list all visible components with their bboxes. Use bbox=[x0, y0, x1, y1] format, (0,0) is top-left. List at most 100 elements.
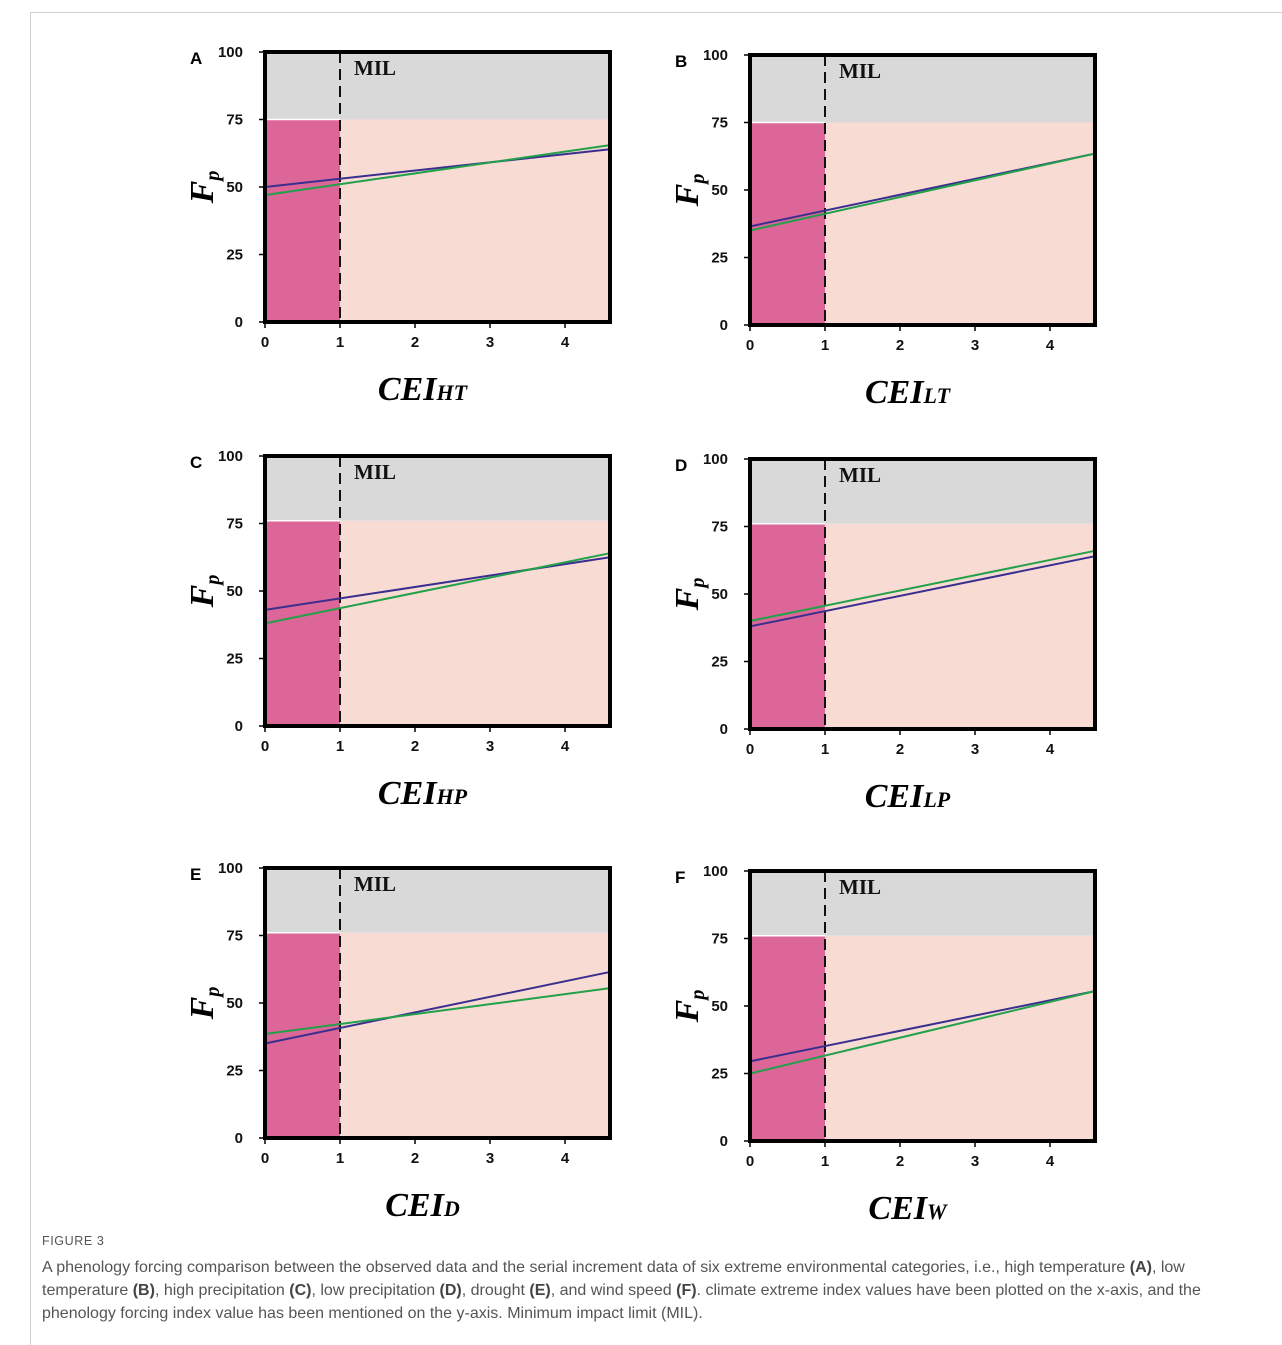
y-tick-label: 100 bbox=[703, 863, 728, 880]
caption-panel-ref: (B) bbox=[132, 1282, 155, 1299]
y-tick-label: 25 bbox=[226, 247, 243, 264]
panel-letter: F bbox=[675, 868, 685, 887]
chart-panel-a: A MIL 0 25 50 75 100 0 1 2 3 4 Fp CEIHT bbox=[180, 40, 760, 440]
x-tick-label: 0 bbox=[746, 741, 754, 758]
caption-panel-ref: (D) bbox=[439, 1282, 462, 1299]
y-tick-label: 50 bbox=[711, 998, 728, 1015]
caption-panel-ref: (F) bbox=[676, 1282, 697, 1299]
y-tick-label: 100 bbox=[703, 47, 728, 64]
y-tick-label: 25 bbox=[711, 250, 728, 267]
x-tick-label: 2 bbox=[896, 1153, 904, 1170]
chart-panel-b: B MIL 0 25 50 75 100 0 1 2 3 4 Fp CEILT bbox=[665, 43, 1245, 443]
x-tick-label: 3 bbox=[971, 337, 979, 354]
x-tick-label: 4 bbox=[1046, 1153, 1055, 1170]
impact-region bbox=[340, 520, 610, 726]
x-tick-label: 1 bbox=[336, 334, 344, 351]
above-impact-region bbox=[265, 456, 610, 521]
series-line-1 bbox=[264, 144, 611, 197]
x-tick-label: 3 bbox=[486, 1150, 494, 1167]
x-axis-label: CEILP bbox=[865, 778, 951, 815]
y-tick-label: 0 bbox=[720, 317, 728, 334]
y-axis-label-sub: p bbox=[202, 987, 224, 999]
x-tick-label: 3 bbox=[971, 741, 979, 758]
x-tick-label: 2 bbox=[411, 1150, 419, 1167]
below-mil-region bbox=[265, 520, 340, 726]
caption-panel-ref: (A) bbox=[1129, 1259, 1152, 1276]
chart-panel-d: D MIL 0 25 50 75 100 0 1 2 3 4 Fp CEILP bbox=[665, 447, 1245, 847]
chart-svg: F MIL 0 25 50 75 100 0 1 2 3 4 Fp CEIW bbox=[669, 863, 1097, 1227]
x-axis-label-sub: LT bbox=[923, 383, 952, 408]
above-impact-region bbox=[750, 55, 1095, 123]
y-tick-label: 0 bbox=[235, 1130, 243, 1147]
series-line-1 bbox=[264, 552, 611, 625]
x-tick-label: 3 bbox=[971, 1153, 979, 1170]
x-axis-label: CEIHT bbox=[378, 371, 469, 408]
x-tick-label: 2 bbox=[411, 334, 419, 351]
series-line-0 bbox=[264, 556, 611, 611]
caption-panel-ref: (E) bbox=[529, 1282, 551, 1299]
y-tick-label: 0 bbox=[720, 721, 728, 738]
y-axis-label: Fp bbox=[669, 174, 709, 208]
mil-label: MIL bbox=[354, 56, 396, 80]
below-mil-region bbox=[750, 935, 825, 1141]
y-axis-label: Fp bbox=[669, 990, 709, 1024]
x-axis-label-sub: D bbox=[443, 1196, 460, 1221]
y-axis-label: Fp bbox=[669, 578, 709, 612]
chart-panel-e: E MIL 0 25 50 75 100 0 1 2 3 4 Fp CEID bbox=[180, 856, 760, 1256]
panel-letter: D bbox=[675, 456, 687, 475]
chart-panel-c: C MIL 0 25 50 75 100 0 1 2 3 4 Fp CEIHP bbox=[180, 444, 760, 844]
below-mil-region bbox=[750, 523, 825, 729]
x-tick-label: 4 bbox=[561, 738, 570, 755]
y-tick-label: 50 bbox=[226, 995, 243, 1012]
y-tick-label: 50 bbox=[711, 182, 728, 199]
x-tick-label: 3 bbox=[486, 738, 494, 755]
y-tick-label: 0 bbox=[235, 718, 243, 735]
y-axis-label: Fp bbox=[184, 171, 224, 205]
mil-label: MIL bbox=[354, 872, 396, 896]
y-axis-label-sub: p bbox=[687, 578, 709, 590]
chart-svg: E MIL 0 25 50 75 100 0 1 2 3 4 Fp CEID bbox=[184, 860, 612, 1224]
y-tick-label: 75 bbox=[711, 519, 728, 536]
top-rule bbox=[30, 12, 1282, 13]
y-tick-label: 100 bbox=[218, 44, 243, 61]
chart-panel-f: F MIL 0 25 50 75 100 0 1 2 3 4 Fp CEIW bbox=[665, 859, 1245, 1259]
x-tick-label: 4 bbox=[561, 1150, 570, 1167]
caption-fragment: , low precipitation bbox=[311, 1282, 440, 1299]
chart-svg: D MIL 0 25 50 75 100 0 1 2 3 4 Fp CEILP bbox=[669, 451, 1097, 815]
x-tick-label: 4 bbox=[1046, 741, 1055, 758]
caption-fragment: A phenology forcing comparison between t… bbox=[42, 1259, 1130, 1276]
y-tick-label: 25 bbox=[711, 1066, 728, 1083]
series-line-0 bbox=[264, 148, 611, 188]
x-tick-label: 2 bbox=[411, 738, 419, 755]
x-axis-label-main: CEI bbox=[868, 1190, 928, 1227]
caption-fragment: , drought bbox=[461, 1282, 530, 1299]
x-axis-label-main: CEI bbox=[865, 374, 925, 411]
x-tick-label: 1 bbox=[821, 741, 829, 758]
y-tick-label: 75 bbox=[226, 112, 243, 129]
x-tick-label: 0 bbox=[261, 334, 269, 351]
x-tick-label: 0 bbox=[746, 1153, 754, 1170]
caption-fragment: , low temperature bbox=[42, 1259, 1185, 1299]
x-tick-label: 4 bbox=[1046, 337, 1055, 354]
y-axis-label-main: F bbox=[669, 183, 706, 207]
chart-svg: B MIL 0 25 50 75 100 0 1 2 3 4 Fp CEILT bbox=[669, 47, 1097, 411]
y-tick-label: 100 bbox=[703, 451, 728, 468]
y-tick-label: 75 bbox=[226, 928, 243, 945]
mil-label: MIL bbox=[839, 463, 881, 487]
x-tick-label: 2 bbox=[896, 337, 904, 354]
impact-region bbox=[825, 122, 1095, 325]
x-axis-label-sub: HP bbox=[436, 784, 468, 809]
mil-label: MIL bbox=[839, 59, 881, 83]
y-tick-label: 25 bbox=[226, 1063, 243, 1080]
y-tick-label: 75 bbox=[711, 115, 728, 132]
y-tick-label: 25 bbox=[226, 651, 243, 668]
series-line-1 bbox=[749, 549, 1096, 622]
y-axis-label-sub: p bbox=[687, 990, 709, 1002]
y-tick-label: 50 bbox=[226, 583, 243, 600]
panel-letter: E bbox=[190, 865, 201, 884]
y-tick-label: 75 bbox=[711, 931, 728, 948]
figure-caption: FIGURE 3 A phenology forcing comparison … bbox=[42, 1234, 1267, 1325]
x-tick-label: 1 bbox=[821, 1153, 829, 1170]
above-impact-region bbox=[750, 871, 1095, 936]
y-tick-label: 50 bbox=[226, 179, 243, 196]
